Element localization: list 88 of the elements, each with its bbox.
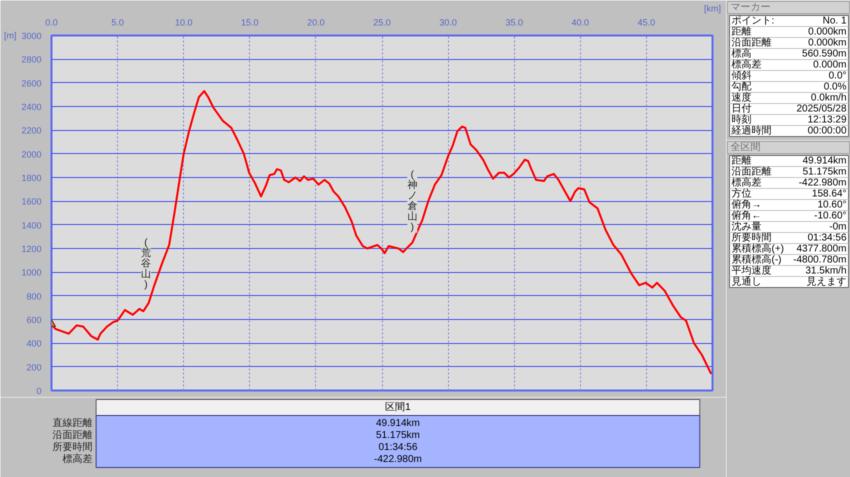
y-tick-label: 1200 (21, 244, 42, 254)
text: 0.000km (808, 26, 847, 38)
text: 勾配 (732, 80, 752, 92)
text: -0m (829, 222, 847, 232)
text: 見通し (732, 276, 762, 288)
text: 所要時間 (52, 441, 92, 453)
text: -4800.780m (793, 254, 847, 266)
text: 沿面距離 (732, 36, 772, 48)
text: -422.980m (374, 454, 422, 465)
text: 51.175km (376, 430, 420, 441)
text: 12:13:29 (808, 114, 847, 126)
x-tick-label: 5.0 (111, 18, 124, 28)
y-tick-label: 1400 (21, 220, 42, 230)
x-tick-label: 35.0 (505, 18, 523, 28)
text: 沿面距離 (52, 429, 92, 441)
text: 日付 (732, 104, 752, 114)
text: 距離 (732, 154, 752, 166)
text: 49.914km (802, 156, 847, 166)
x-tick-label: 25.0 (373, 18, 391, 28)
text: 00:00:00 (808, 126, 847, 136)
text: 所要時間 (732, 232, 772, 244)
text: ポイント: (732, 16, 774, 26)
x-axis-title: [km] (704, 4, 721, 14)
text: -10.60° (814, 210, 847, 222)
text: 0.000m (813, 60, 847, 70)
text: 560.590m (802, 48, 847, 60)
text: 平均速度 (732, 264, 772, 276)
text: 俯角← (732, 210, 762, 222)
text: 01:34:56 (378, 442, 418, 453)
text: マーカー (730, 2, 770, 13)
text: 0.000km (808, 38, 847, 48)
text: 見えます (806, 276, 846, 288)
y-axis-title: [m] (4, 30, 16, 40)
y-tick-label: 600 (26, 315, 42, 325)
text: 速度 (732, 92, 752, 104)
y-tick-label: 2200 (21, 126, 42, 136)
text: 沿面距離 (732, 166, 772, 178)
text: No. 1 (822, 16, 847, 26)
y-tick-label: 200 (26, 362, 42, 372)
y-tick-label: 2000 (21, 149, 42, 160)
text: 全区間 (730, 141, 760, 153)
text: 2025/05/28 (796, 104, 847, 114)
annotation: (荒谷山) (140, 237, 151, 290)
text: 累積標高(+) (732, 242, 784, 254)
y-tick-label: 800 (26, 291, 42, 302)
text: 直線距離 (52, 417, 92, 429)
x-tick-label: 10.0 (174, 18, 192, 28)
text: 4377.800m (796, 244, 847, 254)
annotation: (神ノ倉山) (407, 170, 418, 233)
text: 01:34:56 (808, 232, 847, 244)
x-tick-label: 40.0 (572, 18, 590, 28)
y-tick-label: 1800 (21, 173, 42, 183)
text: 51.175km (802, 166, 847, 178)
text: 標高差 (732, 176, 762, 188)
y-tick-label: 1600 (21, 196, 42, 207)
text: 0.0km/h (810, 92, 847, 104)
text: 158.64° (812, 188, 847, 200)
y-tick-label: 2600 (21, 78, 42, 88)
text: 経過時間 (730, 124, 772, 136)
x-tick-label: 20.0 (307, 18, 325, 28)
y-tick-label: 400 (26, 338, 42, 349)
text: 標高差 (732, 58, 762, 70)
x-tick-label: 15.0 (241, 18, 259, 28)
y-tick-label: 2800 (21, 54, 42, 65)
text: 俯角→ (732, 198, 762, 210)
text: 標高 (732, 48, 752, 60)
x-tick-label: 30.0 (439, 18, 457, 28)
text: 沈み量 (732, 220, 762, 232)
text: 0.0% (824, 82, 847, 92)
x-tick-label: 45.0 (638, 18, 656, 28)
y-tick-label: 0 (36, 386, 42, 396)
text: 49.914km (376, 418, 420, 429)
text: 傾斜 (732, 70, 752, 82)
y-tick-label: 1000 (21, 268, 42, 278)
text: 距離 (732, 26, 752, 38)
y-tick-label: 3000 (21, 31, 42, 41)
text: -422.980m (798, 178, 847, 188)
line-series (52, 90, 712, 375)
text: 標高差 (62, 453, 92, 465)
text: 10.60° (817, 200, 847, 210)
text: 時刻 (732, 114, 752, 126)
text: 区間1 (385, 402, 412, 413)
x-tick-label: 0.0 (45, 18, 58, 28)
text: 累積標高(-) (732, 254, 782, 266)
y-tick-label: 2400 (21, 102, 42, 112)
text: 方位 (732, 188, 752, 200)
text: 0.0° (828, 70, 847, 82)
text: 31.5km/h (805, 266, 847, 276)
